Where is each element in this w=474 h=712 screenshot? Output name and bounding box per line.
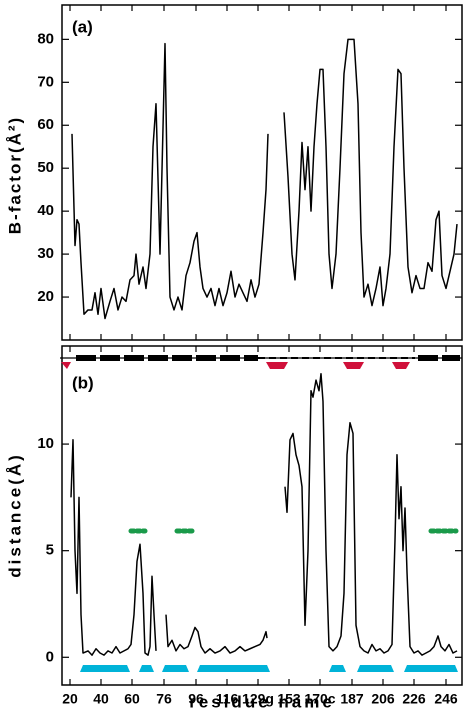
x-tick-label: 187 bbox=[340, 691, 364, 707]
y-axis-label: distance(Å) bbox=[5, 452, 24, 578]
data-line bbox=[70, 372, 458, 656]
x-tick-label: 40 bbox=[93, 691, 109, 707]
cyan-bands bbox=[80, 665, 458, 672]
y-tick-label: 5 bbox=[46, 542, 54, 559]
y-tick-label: 50 bbox=[37, 159, 54, 176]
x-tick-label: 116 bbox=[216, 691, 239, 707]
secondary-structure bbox=[60, 355, 462, 672]
cyan-band bbox=[329, 665, 346, 672]
cyan-band bbox=[197, 665, 270, 672]
data-line bbox=[71, 38, 458, 320]
red-marker bbox=[392, 362, 410, 369]
y-tick-label: 40 bbox=[37, 202, 54, 219]
cyan-band bbox=[357, 665, 394, 672]
y-tick-label: 0 bbox=[46, 648, 54, 665]
x-axis-label: residue name bbox=[189, 692, 335, 711]
x-tick-label: 129g bbox=[242, 691, 274, 707]
red-marker bbox=[343, 362, 364, 369]
y-axis-label: B-factor(Å²) bbox=[5, 116, 24, 234]
y-tick-label: 60 bbox=[37, 116, 54, 133]
x-tick-label: 20 bbox=[62, 691, 78, 707]
x-tick-label: 153 bbox=[277, 691, 301, 707]
y-tick-label: 20 bbox=[37, 288, 54, 305]
cyan-band bbox=[162, 665, 189, 672]
x-tick-label: 76 bbox=[156, 691, 172, 707]
panel-a-frame bbox=[61, 4, 463, 341]
y-tick-label: 70 bbox=[37, 73, 54, 90]
panel-b-frame bbox=[61, 345, 463, 686]
x-tick-label: 246 bbox=[434, 691, 458, 707]
x-tick-label: 170c bbox=[304, 691, 335, 707]
cyan-band bbox=[404, 665, 458, 672]
x-tick-label: 60 bbox=[124, 691, 140, 707]
red-marker bbox=[61, 362, 71, 369]
y-tick-label: 10 bbox=[37, 435, 54, 452]
cyan-band bbox=[80, 665, 130, 672]
x-tick-label: 96 bbox=[188, 691, 204, 707]
cyan-band bbox=[139, 665, 154, 672]
y-tick-label: 80 bbox=[37, 30, 54, 47]
panel-label: (b) bbox=[72, 373, 94, 392]
x-tick-label: 206 bbox=[371, 691, 395, 707]
panel-label: (a) bbox=[72, 17, 93, 36]
y-tick-label: 30 bbox=[37, 245, 54, 262]
x-tick-label: 226 bbox=[402, 691, 426, 707]
red-marker bbox=[266, 362, 288, 369]
